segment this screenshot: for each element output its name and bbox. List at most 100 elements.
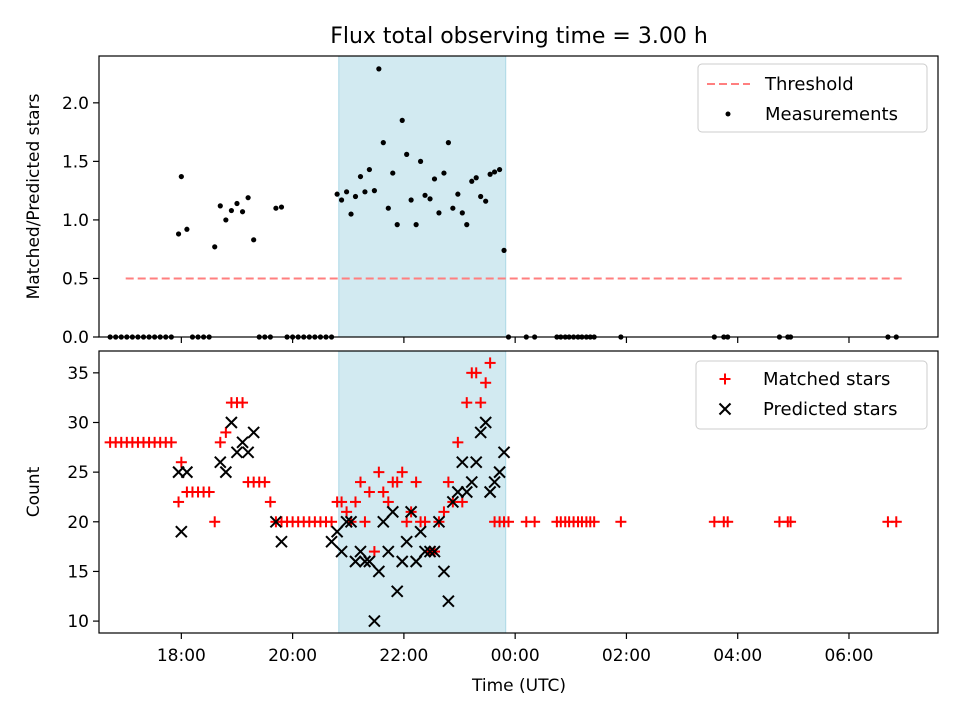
x-stroke-b <box>400 535 413 548</box>
chart-title: Flux total observing time = 3.00 h <box>330 24 708 49</box>
predicted-star-point <box>400 535 413 548</box>
x-stroke-b <box>409 555 423 568</box>
legend-measurements-swatch <box>725 111 731 117</box>
predicted-star-point <box>349 555 362 568</box>
matched-star-point <box>722 516 734 528</box>
matched-star-point <box>175 456 187 468</box>
matched-star-point <box>615 516 627 528</box>
x-stroke-b <box>497 446 511 459</box>
measurement-point <box>455 191 461 197</box>
x-tick-label: 02:00 <box>602 646 651 666</box>
predicted-star-point <box>325 535 338 548</box>
x-stroke-b <box>377 515 390 528</box>
measurement-point <box>343 189 350 195</box>
predicted-star-point <box>470 456 483 469</box>
predicted-star-point <box>446 495 460 509</box>
predicted-star-point <box>358 555 372 568</box>
measurement-point <box>436 210 442 216</box>
predicted-star-point <box>414 525 427 538</box>
x-stroke-b <box>358 555 372 568</box>
matched-star-point <box>354 476 366 488</box>
top-axes-frame <box>98 55 939 338</box>
x-stroke-b <box>219 465 233 479</box>
x-tick-label: 00:00 <box>491 646 540 666</box>
legend-plus-marker <box>719 373 731 385</box>
bottom-panel: 10 15 20 25 30 35 18:00 20:00 22:00 00:00 02:00 04… <box>24 350 939 696</box>
x-stroke-b <box>488 475 501 489</box>
x-stroke-b <box>330 525 344 538</box>
measurement-point <box>385 205 391 211</box>
matched-star-point <box>452 436 464 448</box>
y-tick-label: 15 <box>67 562 89 582</box>
matched-star-point <box>529 516 541 528</box>
x-stroke-b <box>230 446 244 459</box>
matched-stars-points <box>104 357 902 558</box>
x-stroke-b <box>382 545 395 558</box>
measurement-point <box>228 207 235 214</box>
predicted-star-point <box>460 485 473 499</box>
y-tick-label: 0.0 <box>62 328 89 348</box>
matched-star-point <box>456 496 468 508</box>
matched-star-point <box>410 476 422 488</box>
measurement-point <box>441 170 447 176</box>
measurement-point <box>459 210 465 216</box>
measurement-point <box>431 176 438 182</box>
measurement-point <box>212 244 218 250</box>
predicted-star-point <box>479 416 492 429</box>
x-tick-label: 20:00 <box>268 646 317 666</box>
measurement-point <box>496 166 503 173</box>
predicted-star-point <box>409 555 423 568</box>
matched-star-point <box>220 426 232 438</box>
predicted-star-point <box>241 446 255 459</box>
predicted-star-point <box>368 614 381 628</box>
measurement-point <box>223 217 229 223</box>
x-stroke-b <box>372 565 386 578</box>
matched-star-point <box>785 516 797 528</box>
matched-star-point <box>461 397 473 409</box>
top-panel: 0.00.51.01.52.0 Matched/Predicted stars … <box>24 55 939 348</box>
x-stroke-b <box>354 545 367 558</box>
measurement-point <box>380 140 386 146</box>
bottom-observing-span <box>338 350 507 634</box>
predicted-star-point <box>488 475 501 489</box>
matched-star-point <box>470 367 482 379</box>
matched-star-point <box>214 436 226 448</box>
top-observing-span <box>338 55 507 338</box>
matched-star-point <box>475 397 487 409</box>
x-stroke-b <box>442 595 455 608</box>
measurement-point <box>376 66 382 72</box>
x-stroke-b <box>474 426 487 439</box>
measurement-point <box>338 197 345 203</box>
predicted-star-point <box>214 456 227 469</box>
predicted-star-point <box>225 416 238 429</box>
legend-measurements-label: Measurements <box>765 104 898 125</box>
measurement-point <box>445 140 451 146</box>
bottom-y-ticks: 10 15 20 25 30 35 <box>67 364 99 632</box>
measurement-point <box>273 205 279 211</box>
predicted-star-point <box>247 426 260 439</box>
top-y-axis-label: Matched/Predicted stars <box>24 93 44 299</box>
matched-star-point <box>373 466 385 478</box>
y-tick-label: 20 <box>67 513 89 533</box>
y-tick-label: 35 <box>67 364 89 384</box>
matched-star-point <box>708 516 720 528</box>
measurement-points <box>107 66 899 340</box>
x-tick-label: 22:00 <box>379 646 428 666</box>
matched-star-point <box>165 436 177 448</box>
x-stroke-b <box>386 505 399 519</box>
legend-threshold-label: Threshold <box>764 74 854 95</box>
predicted-stars-points <box>172 416 511 628</box>
matched-star-point <box>359 516 371 528</box>
measurement-point <box>278 204 285 210</box>
matched-star-point <box>368 546 380 558</box>
measurement-point <box>239 209 246 215</box>
matched-star-point <box>203 486 215 498</box>
legend-matched-label: Matched stars <box>763 369 890 390</box>
predicted-star-point <box>335 545 348 558</box>
x-stroke-b <box>470 456 483 469</box>
x-stroke-b <box>247 426 260 439</box>
x-stroke-b <box>446 495 460 509</box>
matched-star-point <box>173 496 185 508</box>
x-stroke-b <box>180 465 194 479</box>
x-stroke-b <box>335 545 348 558</box>
